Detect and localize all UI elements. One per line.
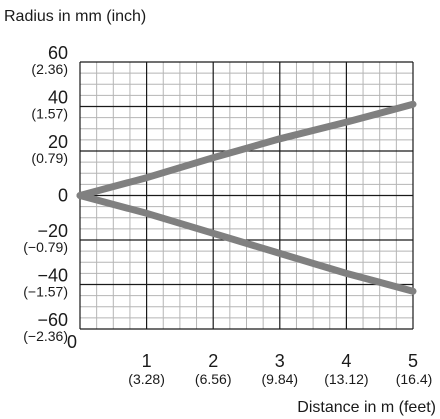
x-tick-sublabel: (13.12) [324,371,368,387]
x-tick-label: 4 [341,351,351,371]
y-tick: 40(1.57) [31,88,68,122]
y-tick-label: 60 [48,43,68,63]
y-tick-sublabel: (−2.36) [23,328,68,344]
x-tick: 0 [67,332,77,352]
y-tick-labels: 60(2.36)40(1.57)20(0.79)0−20(−0.79)−40(−… [23,43,68,344]
y-tick: 20(0.79) [31,132,68,166]
y-tick-sublabel: (−1.57) [23,284,68,300]
series-line-2 [76,192,417,295]
y-tick: −60(−2.36) [23,310,68,344]
y-tick-sublabel: (0.79) [31,150,68,166]
x-tick: 2(6.56) [195,351,232,387]
y-tick-label: 0 [58,186,68,206]
y-tick-label: 20 [48,132,68,152]
y-tick: −20(−0.79) [23,221,68,255]
x-tick-label: 2 [208,351,218,371]
y-tick-label: −60 [37,310,68,330]
x-tick-label: 3 [275,351,285,371]
y-tick-label: 40 [48,88,68,108]
y-tick-label: −40 [37,266,68,286]
x-tick-label: 5 [408,351,418,371]
x-axis-title: Distance in m (feet) [297,399,436,416]
y-tick-sublabel: (1.57) [31,106,68,122]
x-tick-sublabel: (9.84) [262,371,299,387]
x-tick-sublabel: (3.28) [128,371,165,387]
y-tick: 60(2.36) [31,43,68,77]
x-tick-sublabel: (16.4) [396,371,433,387]
x-tick: 3(9.84) [262,351,299,387]
x-tick: 1(3.28) [128,351,165,387]
y-tick-sublabel: (−0.79) [23,239,68,255]
y-tick: 0 [58,186,68,206]
series-line-1 [76,100,417,199]
x-tick: 5(16.4) [396,351,433,387]
y-tick-sublabel: (2.36) [31,61,68,77]
x-tick-label: 1 [142,351,152,371]
y-tick-label: −20 [37,221,68,241]
y-tick: −40(−1.57) [23,266,68,300]
series-layer [76,100,417,295]
x-tick-sublabel: (6.56) [195,371,232,387]
x-tick-labels: 0 1(3.28) 2(6.56) 3(9.84) 4(13.12) 5(16.4) [67,332,432,387]
x-tick: 4(13.12) [324,351,368,387]
x-tick-label: 0 [67,332,77,352]
y-axis-title: Radius in mm (inch) [4,8,146,25]
